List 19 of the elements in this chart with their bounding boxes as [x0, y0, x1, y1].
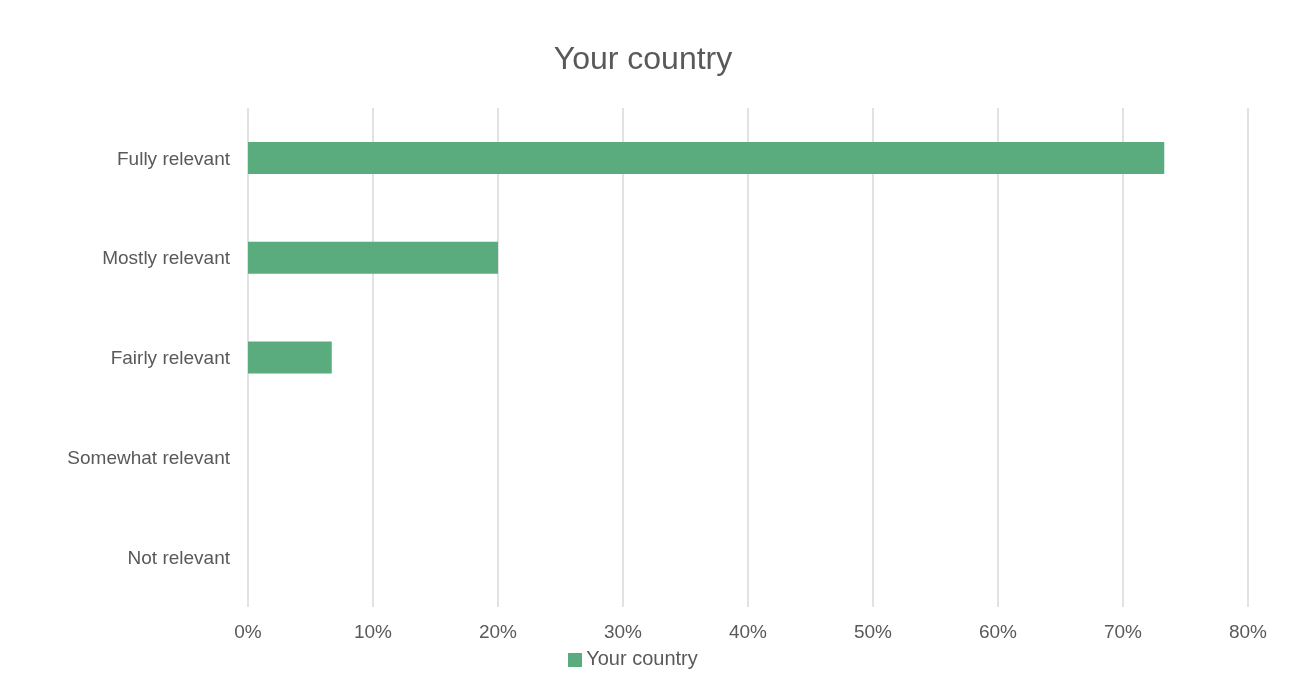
chart-title: Your country	[552, 39, 734, 78]
bar	[248, 341, 332, 374]
x-tick-label: 10%	[353, 621, 393, 643]
y-tick-label: Not relevant	[127, 546, 231, 568]
x-tick-label: 40%	[728, 621, 768, 643]
x-tick-label: 20%	[478, 621, 518, 643]
x-tick-label: 0%	[234, 621, 262, 643]
y-tick-label: Somewhat relevant	[67, 447, 231, 469]
x-tick-label: 50%	[853, 621, 893, 643]
bar	[248, 241, 498, 274]
bar	[248, 142, 1165, 174]
y-tick-label: Fully relevant	[117, 147, 231, 169]
y-tick-label: Mostly relevant	[102, 247, 231, 269]
legend-label: Your country	[586, 647, 698, 669]
x-tick-label: 70%	[1103, 621, 1143, 643]
x-tick-label: 80%	[1228, 621, 1268, 643]
y-tick-label: Fairly relevant	[110, 347, 231, 369]
x-tick-label: 30%	[603, 621, 643, 643]
x-tick-label: 60%	[978, 621, 1018, 643]
